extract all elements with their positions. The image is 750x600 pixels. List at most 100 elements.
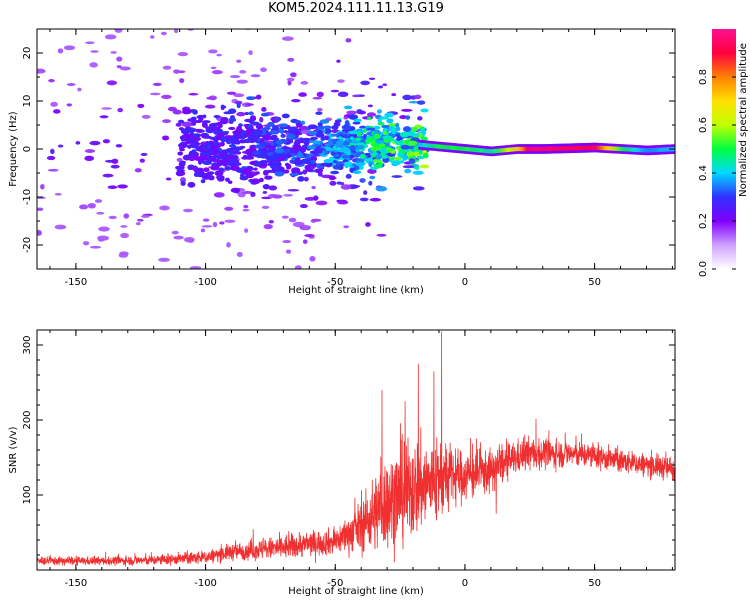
ridge-core [589,145,592,150]
spectral-blob [348,114,359,120]
spectral-blob [110,51,117,54]
spectral-blob [337,79,345,83]
spectral-blob [300,120,306,125]
ridge-core [574,145,577,151]
spectral-blob [103,5,114,8]
x-tick-label: 50 [588,277,601,288]
spectral-blob [314,144,320,148]
spectral-blob [367,104,373,108]
ridge-core [497,148,499,153]
spectral-blob [261,107,267,112]
spectral-blob [152,82,162,87]
spectral-blob [307,124,318,130]
ridge-core [520,146,523,152]
ridge-core [547,146,550,152]
ridge-core [541,146,544,152]
spectral-blob [406,151,414,158]
spectral-blob [267,152,274,157]
ridge-core [648,148,651,153]
spectral-blob [301,225,310,231]
ridge-core [660,147,663,152]
spectral-blob [202,160,212,166]
spectral-blob [244,228,249,233]
spectral-blob [179,78,185,84]
y-axis-label: Frequency (Hz) [8,111,19,187]
ridge-core [534,146,537,152]
spectral-blob [98,226,110,232]
spectral-blob [345,173,352,179]
spectral-blob [204,172,213,176]
spectral-blob [294,144,302,150]
spectral-blob [158,5,169,10]
ridge-core [449,145,452,150]
ridge-core [540,146,543,152]
spectral-blob [359,178,366,183]
spectral-blob [391,160,401,166]
ridge-core [607,146,609,151]
colorbar-tick-label: 0.4 [698,165,709,181]
ridge-core [505,147,508,153]
spectral-blob [200,228,206,233]
spectral-blob [204,104,216,109]
ridge-core [420,142,423,148]
ridge-core [581,145,583,151]
spectral-blob [46,155,56,161]
spectral-blob [303,176,309,182]
spectral-blob [339,147,345,153]
ridge-core [425,143,428,148]
spectral-blob [239,70,247,74]
spectral-blob [313,195,319,201]
spectral-blob [208,49,218,54]
ridge-core [423,143,426,148]
ridge-core [508,147,511,152]
spectral-blob [356,142,366,147]
spectral-blob [47,168,59,172]
ridge-core [429,143,432,148]
spectral-blob [60,293,68,297]
spectral-blob [280,133,286,138]
ridge-core [587,145,590,150]
snr-panel: -150 -100 -50 0 50 100 200 300 Height of straigh… [8,329,676,597]
spectral-blob [206,155,215,160]
spectral-blob [253,162,263,167]
ridge-core [523,146,525,152]
spectral-blob [248,111,254,116]
spectral-blob [173,235,184,240]
spectral-blob [355,145,365,150]
spectral-blob [42,348,47,353]
ridge-core [600,145,603,151]
spectral-blob [319,119,330,124]
ridge-core [654,147,657,153]
spectral-blob [87,202,96,209]
spectral-blob [140,215,150,218]
spectral-blob [241,191,253,194]
ridge-core [491,149,494,154]
spectral-blob [365,222,371,227]
spectral-blob [134,168,142,173]
ridge-core [559,146,562,151]
spectral-blob [66,83,76,86]
spectral-blob [328,141,334,146]
spectral-blob [355,162,365,167]
spectral-blob [106,80,118,86]
spectral-blob [381,124,390,129]
spectral-blob [227,162,237,167]
spectral-blob [77,87,82,92]
spectral-blob [118,253,129,258]
spectral-blob [399,131,410,138]
spectral-blob [298,92,307,97]
spectral-blob [391,128,396,135]
spectral-blob [367,136,374,142]
ridge-core [558,146,561,151]
spectral-blob [124,270,136,273]
spectral-blob [50,101,58,107]
ridge-core [567,146,570,151]
spectral-blob [159,205,170,211]
ridge-core [568,146,571,151]
ridge-core [643,148,646,153]
spectral-blob [314,168,324,174]
ridge-core [588,145,591,150]
spectral-blob [84,149,96,153]
spectral-blob [417,116,423,121]
x-tick-label: -100 [194,277,217,288]
